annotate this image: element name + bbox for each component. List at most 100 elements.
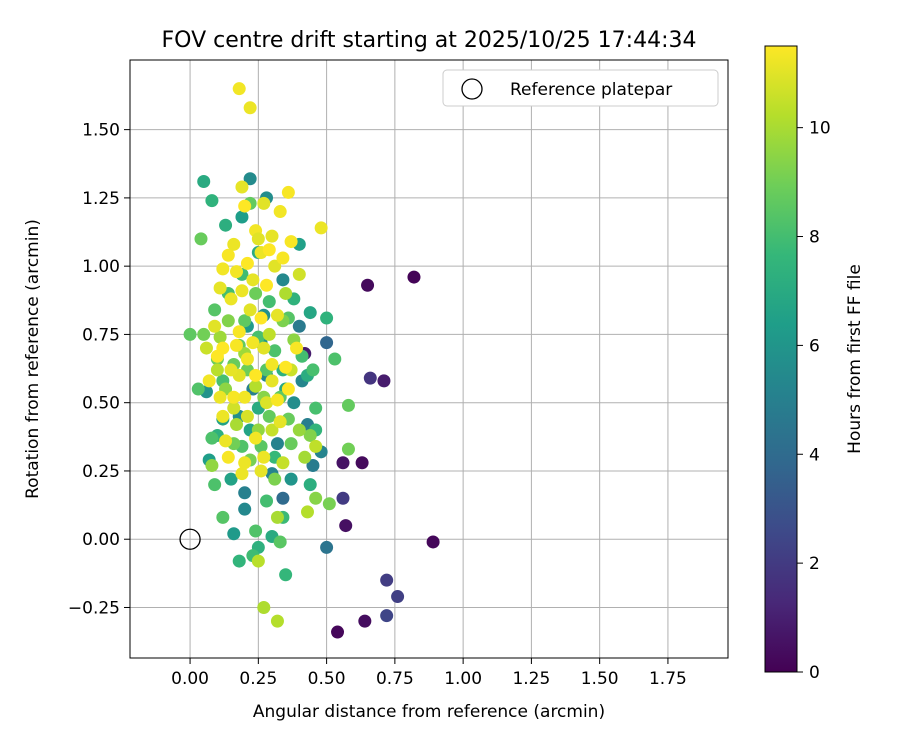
data-point [303,478,317,492]
data-point [216,409,230,423]
data-point [202,374,216,388]
data-point [251,232,265,246]
data-point [358,614,372,628]
y-tick-label: 0.75 [82,325,120,345]
data-point [194,232,208,246]
data-point [268,344,282,358]
data-point [208,319,222,333]
colorbar-tick-label: 8 [809,228,820,248]
chart-title: FOV centre drift starting at 2025/10/25 … [162,28,697,53]
data-point [270,614,284,628]
data-point [257,450,271,464]
x-tick-label: 0.75 [376,669,414,689]
data-point [270,393,284,407]
data-point [238,199,252,213]
data-point [227,527,241,541]
data-point [208,478,222,492]
data-point [309,401,323,415]
data-point [238,486,252,500]
data-point [300,505,314,519]
data-point [238,314,252,328]
data-point [205,431,219,445]
data-point [197,327,211,341]
data-point [281,185,295,199]
x-tick-label: 1.75 [649,669,687,689]
y-tick-label: −0.25 [68,598,120,618]
data-point [227,237,241,251]
data-point [276,456,290,470]
data-point [191,382,205,396]
data-point [303,428,317,442]
data-point [320,540,334,554]
data-point [205,458,219,472]
data-point [336,456,350,470]
data-point [199,341,213,355]
reference-platepar-marker [179,528,201,550]
data-point [292,423,306,437]
data-point [249,379,263,393]
data-point [407,270,421,284]
data-point [279,568,293,582]
data-point [224,363,238,377]
data-point [238,390,252,404]
data-point [235,467,249,481]
data-point [257,341,271,355]
data-point [341,398,355,412]
data-point [216,510,230,524]
data-point [270,308,284,322]
data-point [235,210,249,224]
x-axis-label: Angular distance from reference (arcmin) [253,702,605,722]
data-point [320,336,334,350]
data-point [249,431,263,445]
data-point [355,456,369,470]
data-point [265,357,279,371]
data-point [243,101,257,115]
data-point [197,175,211,189]
data-point [276,273,290,287]
data-point [273,535,287,549]
data-point [221,450,235,464]
data-point [268,259,282,273]
data-point [246,336,260,350]
data-point [213,330,227,344]
data-point [260,396,274,410]
data-point [314,221,328,235]
legend-marker-reference [461,78,483,100]
data-point [183,327,197,341]
data-point [306,363,320,377]
data-point [257,600,271,614]
data-point [265,374,279,388]
data-point [224,472,238,486]
data-point [249,368,263,382]
colorbar-tick-label: 10 [809,119,831,139]
x-tick-label: 1.50 [581,669,619,689]
colorbar-gradient [764,45,798,673]
y-tick-label: 0.00 [82,530,120,550]
data-point [251,554,265,568]
colorbar-tick-label: 6 [809,336,820,356]
data-point [426,535,440,549]
x-axis-ticks: 0.00 0.25 0.50 0.75 1.00 1.25 1.50 1.75 [171,658,687,689]
data-point [262,409,276,423]
data-point [224,292,238,306]
legend-label-reference: Reference platepar [510,80,672,100]
data-point [232,325,246,339]
data-point [254,311,268,325]
data-point [210,349,224,363]
data-point [273,205,287,219]
legend-box [442,69,719,107]
data-point [221,248,235,262]
x-tick-label: 1.00 [444,669,482,689]
data-point [320,311,334,325]
data-point [273,415,287,429]
data-point [232,82,246,96]
data-point [341,442,355,456]
data-point [240,256,254,270]
data-point [227,401,241,415]
data-point [254,464,268,478]
data-point [219,218,233,232]
data-point [391,590,405,604]
data-point [243,172,257,186]
